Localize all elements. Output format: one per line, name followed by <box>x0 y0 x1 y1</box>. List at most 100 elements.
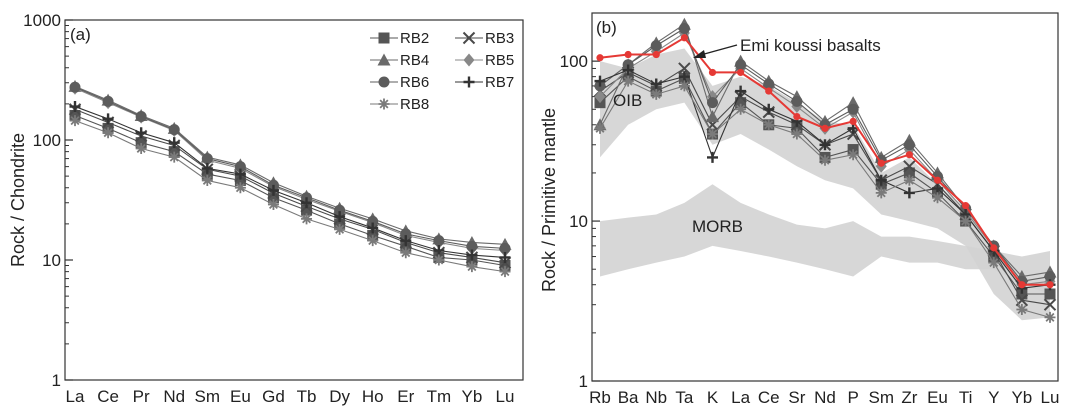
legend-marker <box>462 31 476 45</box>
legend-item-rb8: RB8 <box>370 96 429 113</box>
legend-item-rb5: RB5 <box>455 52 514 69</box>
data-point <box>69 81 81 93</box>
data-point <box>135 142 147 154</box>
x-tick-label: Er <box>397 387 414 406</box>
series-group-b <box>593 17 1057 323</box>
data-point <box>903 139 915 151</box>
data-point <box>499 266 511 278</box>
data-point <box>400 228 412 240</box>
annotation-arrow-head <box>693 50 706 58</box>
y-ticks-a: 1 10 100 1000 <box>23 11 73 390</box>
series-rb8 <box>69 115 511 278</box>
data-point <box>960 215 972 227</box>
data-point <box>499 259 511 271</box>
data-point <box>135 110 147 122</box>
legend-a: RB2 RB3 RB4 RB5 RB6 RB7 RB8 <box>370 30 514 113</box>
data-point <box>678 22 690 34</box>
data-point <box>267 184 279 196</box>
field-morb <box>600 184 1050 294</box>
data-point <box>650 40 662 52</box>
data-point <box>400 235 412 247</box>
y-tick-label: 100 <box>33 131 61 150</box>
highlight-point <box>821 124 829 132</box>
x-tick-label: Pr <box>133 387 150 406</box>
highlight-point <box>849 117 857 125</box>
data-point <box>102 113 114 125</box>
data-point <box>267 199 279 211</box>
panel-label-b: (b) <box>596 18 617 37</box>
panel-label-a: (a) <box>70 25 91 44</box>
legend-marker <box>378 32 390 44</box>
highlight-point <box>962 201 970 210</box>
data-point <box>367 235 379 247</box>
data-point <box>763 78 775 90</box>
legend-marker <box>378 76 390 88</box>
data-point <box>1044 271 1056 283</box>
data-point <box>267 192 279 204</box>
data-point <box>334 223 346 235</box>
x-tick-label: Eu <box>927 388 948 407</box>
data-point <box>678 80 690 92</box>
data-point <box>622 64 634 76</box>
x-tick-label: Lu <box>496 387 515 406</box>
data-point <box>650 88 662 100</box>
x-tick-label: Sr <box>788 388 805 407</box>
y-axis-title-b: Rock / Primitive mantle <box>539 108 559 292</box>
data-point <box>903 174 915 186</box>
data-point <box>466 249 478 261</box>
x-tick-label: Ce <box>758 388 780 407</box>
legend-item-rb3: RB3 <box>455 30 514 47</box>
legend-label: RB4 <box>400 52 429 69</box>
x-tick-label: Nb <box>645 388 667 407</box>
highlight-point <box>793 113 801 121</box>
legend-label: RB2 <box>400 30 429 47</box>
plot-frame-a <box>64 19 524 381</box>
data-point <box>499 251 511 263</box>
x-tick-label: Ti <box>959 388 973 407</box>
data-point <box>234 174 246 186</box>
data-point <box>932 182 943 194</box>
highlight-point <box>990 244 998 252</box>
x-tick-label: P <box>847 388 858 407</box>
x-tick-label: Lu <box>1041 388 1060 407</box>
y-ticks-b: 1 10 100 <box>560 52 600 391</box>
x-tick-label: Sm <box>195 387 221 406</box>
data-point <box>847 149 859 161</box>
x-tick-label: La <box>731 388 750 407</box>
data-point <box>875 187 887 199</box>
x-tick-label: Ta <box>675 388 694 407</box>
data-point <box>168 151 180 163</box>
data-point <box>707 97 718 109</box>
data-point <box>707 128 718 140</box>
series-line <box>74 85 506 245</box>
data-point <box>301 213 313 225</box>
x-tick-label: Rb <box>589 388 611 407</box>
y-tick-label: 1 <box>579 372 588 391</box>
x-tick-label: Eu <box>230 387 251 406</box>
y-tick-label: 1 <box>52 371 61 390</box>
legend-label: RB5 <box>485 52 514 69</box>
data-point <box>903 187 915 199</box>
data-point <box>875 174 887 186</box>
data-point <box>433 254 445 266</box>
series-line <box>74 106 506 259</box>
legend-marker <box>463 76 475 88</box>
x-tick-label: K <box>707 388 719 407</box>
data-point <box>201 162 213 174</box>
highlight-point <box>737 68 745 77</box>
data-point <box>400 247 412 259</box>
highlight-point <box>765 87 773 95</box>
data-point <box>735 59 747 71</box>
data-point <box>135 127 147 139</box>
series-rb8 <box>594 75 1056 323</box>
highlight-point <box>933 176 942 184</box>
data-point <box>594 75 606 87</box>
annotation-morb: MORB <box>692 217 743 236</box>
data-point <box>622 75 634 87</box>
data-point <box>466 240 478 252</box>
data-point <box>367 215 379 227</box>
highlight-group-b <box>596 34 1054 289</box>
x-tick-label: Y <box>988 388 999 407</box>
x-tick-label: La <box>66 387 85 406</box>
